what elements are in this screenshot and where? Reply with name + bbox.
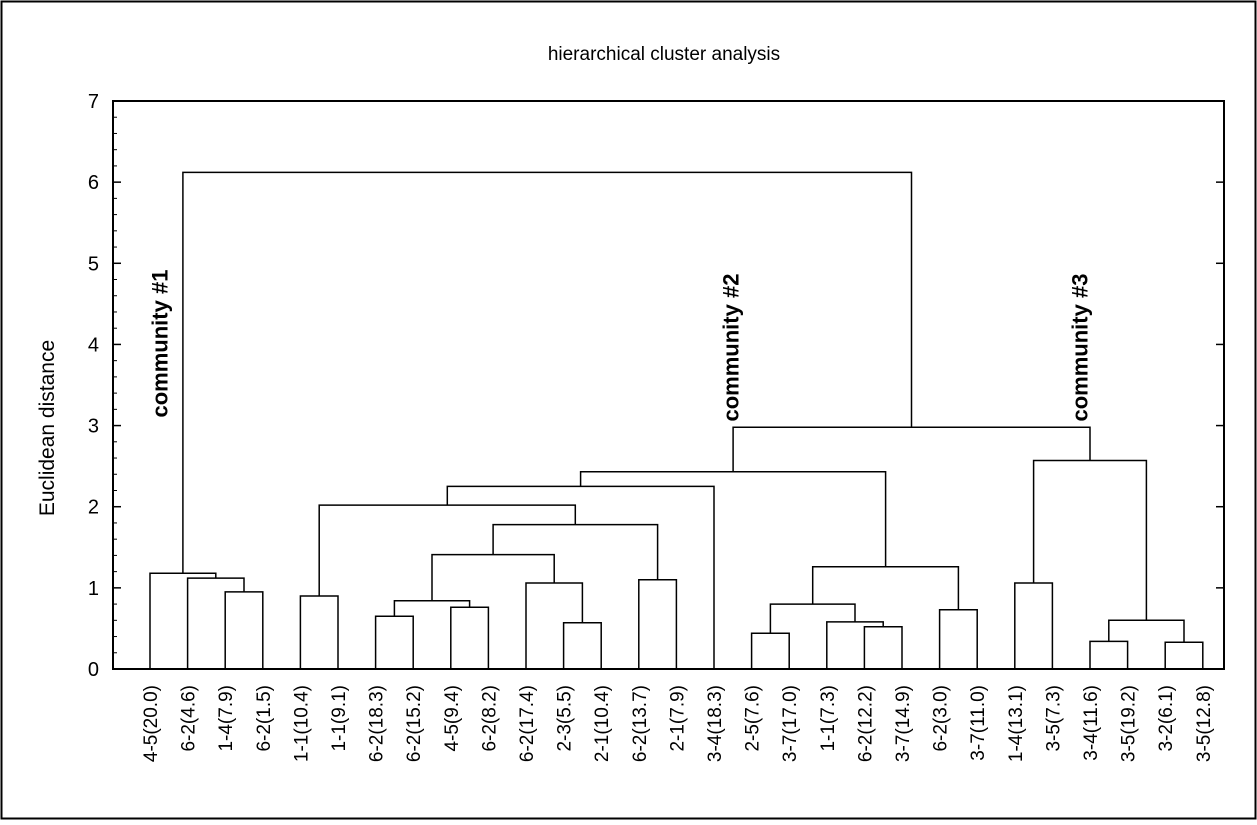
- leaf-label: 6-2(13.7): [630, 685, 651, 762]
- leaf-label: 1-4(13.1): [1006, 685, 1027, 762]
- leaf-label: 3-7(14.9): [893, 685, 914, 762]
- leaf-label: 2-1(7.9): [667, 685, 688, 752]
- leaf-label: 3-7(17.0): [780, 685, 801, 762]
- community-annotation: community #2: [718, 274, 743, 422]
- leaf-label: 6-2(12.2): [855, 685, 876, 762]
- y-tick-label: 0: [88, 659, 99, 681]
- leaf-label: 3-4(11.6): [1081, 685, 1102, 761]
- community-annotation: community #1: [148, 270, 173, 418]
- leaf-label: 6-2(3.0): [931, 685, 952, 752]
- y-axis-ticks: 0 1 2 3 4 5 6 7: [88, 91, 1224, 681]
- y-axis-label: Euclidean distance: [36, 340, 59, 516]
- leaf-label: 6-2(4.6): [179, 685, 200, 752]
- y-tick-label: 7: [88, 91, 99, 113]
- dendrogram-links: [149, 171, 1204, 669]
- leaf-label: 6-2(17.4): [517, 685, 538, 762]
- community-annotations: community #1 community #2 community #3: [148, 270, 1093, 422]
- y-tick-label: 2: [88, 497, 99, 519]
- leaf-label: 1-1(9.1): [329, 685, 350, 752]
- leaf-label: 3-5(19.2): [1119, 685, 1140, 762]
- chart-title: hierarchical cluster analysis: [548, 44, 780, 65]
- plot-area: [112, 100, 1225, 670]
- leaf-label: 2-3(5.5): [555, 685, 576, 752]
- community-annotation: community #3: [1067, 274, 1092, 422]
- leaf-label: 6-2(8.2): [479, 685, 500, 752]
- y-tick-label: 5: [88, 253, 99, 275]
- leaf-label: 1-4(7.9): [216, 685, 237, 752]
- leaf-label: 3-4(18.3): [705, 685, 726, 762]
- leaf-label: 4-5(20.0): [141, 685, 162, 762]
- y-tick-label: 1: [88, 578, 99, 600]
- leaf-label: 3-5(7.3): [1043, 685, 1064, 752]
- dendrogram-link: [182, 171, 913, 574]
- leaf-label: 6-2(1.5): [254, 685, 275, 752]
- leaf-label: 4-5(9.4): [442, 685, 463, 752]
- y-tick-label: 4: [88, 334, 99, 356]
- leaf-label: 3-5(12.8): [1194, 685, 1215, 762]
- leaf-labels: 4-5(20.0) 6-2(4.6) 1-4(7.9) 6-2(1.5) 1-1(10.…: [141, 685, 1215, 762]
- leaf-label: 2-1(10.4): [592, 685, 613, 762]
- leaf-label: 3-7(11.0): [968, 685, 989, 761]
- leaf-label: 6-2(15.2): [404, 685, 425, 762]
- y-tick-label: 6: [88, 172, 99, 194]
- leaf-label: 1-1(7.3): [818, 685, 839, 752]
- leaf-label: 1-1(10.4): [291, 685, 312, 762]
- leaf-label: 2-5(7.6): [743, 685, 764, 752]
- leaf-label: 6-2(18.3): [367, 685, 388, 762]
- y-tick-label: 3: [88, 416, 99, 438]
- leaf-label: 3-2(6.1): [1156, 685, 1177, 752]
